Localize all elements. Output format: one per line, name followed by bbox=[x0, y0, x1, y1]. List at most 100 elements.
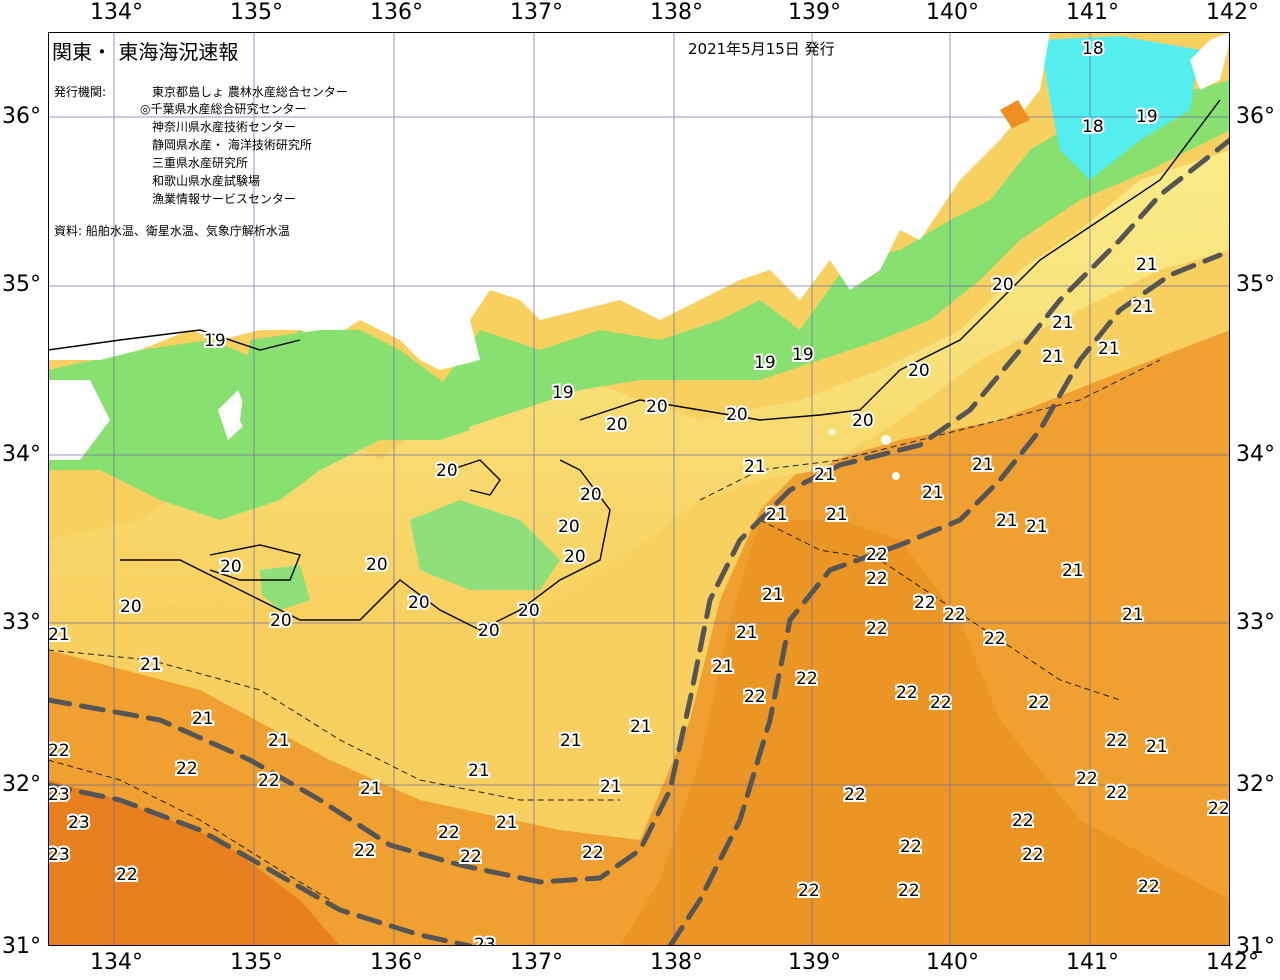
isotherm-label: 22 bbox=[796, 669, 818, 689]
land-awaji bbox=[218, 390, 250, 440]
isotherm-label: 19 bbox=[1136, 107, 1158, 127]
isotherm-label: 21 bbox=[1052, 313, 1074, 333]
organization-item: ◎千葉県水産総合研究センター bbox=[140, 102, 307, 116]
isotherm-label: 20 bbox=[992, 275, 1014, 295]
isotherm-label: 21 bbox=[762, 585, 784, 605]
data-source: 資料: 船舶水温、衛星水温、気象庁解析水温 bbox=[54, 224, 290, 238]
isotherm-label: 20 bbox=[518, 601, 540, 621]
lat-label-right: 33° bbox=[1236, 610, 1275, 635]
isotherm-label: 21 bbox=[468, 761, 490, 781]
isotherm-label: 21 bbox=[1122, 605, 1144, 625]
isotherm-label: 22 bbox=[944, 605, 966, 625]
isotherm-label: 22 bbox=[1012, 811, 1034, 831]
lat-label-right: 32° bbox=[1236, 772, 1275, 797]
map-title: 関東・ 東海海況速報 bbox=[52, 40, 239, 64]
lat-label-left: 31° bbox=[2, 934, 41, 959]
isotherm-label: 20 bbox=[366, 555, 388, 575]
lon-label-bottom: 135° bbox=[230, 950, 283, 975]
lon-label-top: 141° bbox=[1066, 0, 1119, 25]
lat-label-left: 33° bbox=[2, 610, 41, 635]
isotherm-label: 22 bbox=[48, 741, 70, 761]
water-23-zone bbox=[48, 780, 340, 946]
lat-label-left: 36° bbox=[2, 104, 41, 129]
isotherm-label: 21 bbox=[1062, 561, 1084, 581]
isotherm-labels: 18 18 19 19 19 19 19 20 20 20 20 20 20 2… bbox=[48, 37, 1230, 946]
isotherm-label: 23 bbox=[68, 813, 90, 833]
isotherm-label: 22 bbox=[866, 545, 888, 565]
water-18-zone bbox=[1040, 36, 1200, 180]
water-20-zone bbox=[48, 150, 1230, 630]
isotherm-label: 20 bbox=[646, 397, 668, 417]
isotherm-label: 21 bbox=[560, 731, 582, 751]
isotherm-label: 21 bbox=[1146, 737, 1168, 757]
isotherm-label: 20 bbox=[908, 361, 930, 381]
isotherm-label: 20 bbox=[580, 485, 602, 505]
isotherm-label: 21 bbox=[826, 505, 848, 525]
land-boso bbox=[1190, 32, 1230, 90]
isotherm-label: 20 bbox=[852, 411, 874, 431]
isotherm-label: 20 bbox=[270, 611, 292, 631]
isotherm-label: 20 bbox=[726, 405, 748, 425]
isotherm-label: 22 bbox=[1022, 845, 1044, 865]
isotherm-label: 22 bbox=[1208, 799, 1230, 819]
island bbox=[892, 472, 900, 480]
isotherm-label: 22 bbox=[798, 881, 820, 901]
isotherm-label: 18 bbox=[1082, 39, 1104, 59]
isotherm-label: 22 bbox=[116, 865, 138, 885]
water-19-pocket bbox=[410, 500, 560, 590]
isotherm-label: 21 bbox=[140, 655, 162, 675]
lon-label-top: 136° bbox=[370, 0, 423, 25]
isotherm-label: 21 bbox=[736, 623, 758, 643]
issue-date: 2021年5月15日 発行 bbox=[688, 40, 835, 58]
isotherm-label: 22 bbox=[258, 771, 280, 791]
isotherm-label: 18 bbox=[1082, 117, 1104, 137]
land-shikoku-east bbox=[48, 380, 110, 460]
isotherm-label: 21 bbox=[1042, 347, 1064, 367]
island bbox=[829, 429, 835, 435]
isotherm-label: 22 bbox=[1106, 731, 1128, 751]
isotherm-label: 22 bbox=[582, 843, 604, 863]
isotherm-label: 20 bbox=[436, 461, 458, 481]
isotherm-label: 20 bbox=[558, 517, 580, 537]
lat-label-right: 35° bbox=[1236, 272, 1275, 297]
isotherm-label: 23 bbox=[48, 845, 70, 865]
isotherm-label: 21 bbox=[972, 455, 994, 475]
lon-label-top: 134° bbox=[90, 0, 143, 25]
lat-label-left: 34° bbox=[2, 442, 41, 467]
lon-label-bottom: 140° bbox=[926, 950, 979, 975]
isotherm-label: 21 bbox=[814, 465, 836, 485]
lon-label-bottom: 138° bbox=[650, 950, 703, 975]
isotherm-label: 19 bbox=[552, 383, 574, 403]
isotherm-label: 22 bbox=[898, 881, 920, 901]
lon-label-top: 137° bbox=[510, 0, 563, 25]
lon-label-top: 135° bbox=[230, 0, 283, 25]
isotherm-label: 21 bbox=[1026, 517, 1048, 537]
isotherm-label: 22 bbox=[914, 593, 936, 613]
lon-label-bottom: 142° bbox=[1206, 950, 1259, 975]
isotherm-label: 22 bbox=[896, 683, 918, 703]
map-frame: 18 18 19 19 19 19 19 20 20 20 20 20 20 2… bbox=[48, 32, 1230, 946]
isotherm-label: 21 bbox=[744, 457, 766, 477]
isotherm-label: 22 bbox=[176, 759, 198, 779]
isotherm-label: 22 bbox=[460, 847, 482, 867]
isotherm-label: 22 bbox=[744, 687, 766, 707]
isotherm-label: 22 bbox=[1028, 693, 1050, 713]
isotherm-label: 22 bbox=[1106, 783, 1128, 803]
water-19-pocket bbox=[260, 565, 310, 610]
isotherm-minor-lines bbox=[48, 359, 1161, 901]
organization-item: 東京都島しょ 農林水産総合センター bbox=[152, 85, 348, 99]
isotherm-label: 21 bbox=[268, 731, 290, 751]
island bbox=[1000, 100, 1030, 128]
lat-label-left: 32° bbox=[2, 772, 41, 797]
lat-label-right: 34° bbox=[1236, 442, 1275, 467]
isotherm-label: 19 bbox=[754, 353, 776, 373]
isotherm-label: 23 bbox=[474, 935, 496, 946]
organization-item: 漁業情報サービスセンター bbox=[152, 192, 297, 206]
isotherm-label: 22 bbox=[354, 841, 376, 861]
island bbox=[919, 595, 929, 605]
lon-label-bottom: 139° bbox=[788, 950, 841, 975]
isotherm-label: 21 bbox=[630, 717, 652, 737]
current-axis-lines bbox=[48, 137, 1230, 946]
isotherm-label: 22 bbox=[1138, 877, 1160, 897]
isotherm-label: 20 bbox=[564, 547, 586, 567]
